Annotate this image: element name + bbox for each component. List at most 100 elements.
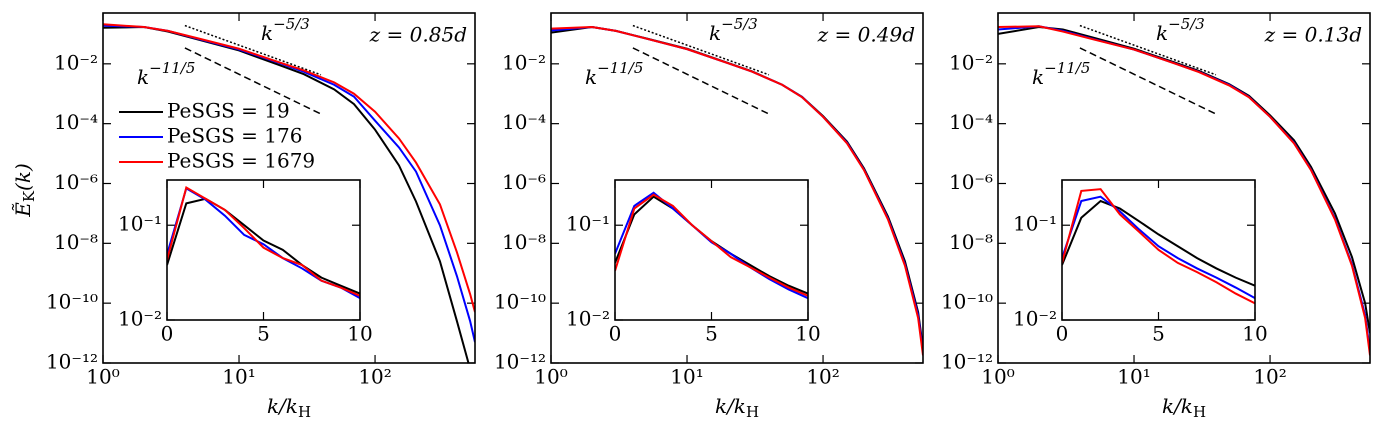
plot-area — [167, 185, 360, 300]
x-axis-label-sub: H — [298, 403, 311, 421]
plot-background — [167, 180, 360, 320]
y-tick-label: 10⁻¹⁰ — [494, 290, 546, 314]
x-tick-label: 10 — [795, 322, 820, 346]
y-tick-label: 10⁻⁸ — [502, 230, 546, 254]
reference-label-base: k — [1032, 65, 1044, 89]
panel-annotation: z = 0.49d — [817, 23, 915, 47]
axes-frame — [1061, 179, 1256, 321]
reference-line — [1079, 47, 1217, 115]
series-line — [551, 26, 923, 356]
axes-frame — [550, 12, 924, 364]
x-tick-label: 10⁰ — [534, 365, 567, 389]
y-axis-label-sub: K — [20, 190, 38, 202]
series-line — [167, 197, 360, 295]
reference-label-base: k — [709, 21, 721, 45]
reference-label-base: k — [1156, 21, 1168, 45]
x-axis-label-main: k/k — [267, 394, 298, 418]
y-tick-label: 10⁻⁴ — [54, 110, 98, 134]
x-tick-label: 10¹ — [1117, 365, 1150, 389]
x-tick-label: 10⁰ — [981, 365, 1014, 389]
y-tick-label: 10⁻⁶ — [502, 170, 546, 194]
y-tick-label: 10⁻¹² — [941, 350, 993, 374]
reference-line — [184, 24, 322, 76]
x-tick-label: 10¹ — [670, 365, 703, 389]
y-tick-label: 10⁻¹ — [118, 212, 162, 236]
x-axis-label: k/kH — [715, 394, 759, 422]
x-tick-label: 0 — [609, 322, 622, 346]
y-tick-label: 10⁻² — [566, 307, 610, 331]
plot-area — [1062, 188, 1255, 305]
y-tick-label: 10⁻¹⁰ — [46, 290, 98, 314]
y-tick-label: 10⁻² — [54, 50, 98, 74]
y-tick-label: 10⁻¹² — [494, 350, 546, 374]
series-line — [998, 25, 1370, 356]
reference-label: k−11/5 — [585, 59, 643, 89]
reference-label-exp: −11/5 — [597, 59, 643, 77]
legend-label: PeSGS = 19 — [167, 99, 290, 123]
plot-area — [615, 191, 808, 300]
series-line — [103, 23, 475, 313]
series-line — [1062, 188, 1255, 305]
x-axis-label: k/kH — [267, 394, 311, 422]
reference-line — [1079, 24, 1217, 76]
reference-label: k−11/5 — [1032, 59, 1090, 89]
axes-frame — [102, 12, 476, 364]
x-tick-label: 0 — [161, 322, 174, 346]
y-axis-label-main: Ẽ — [11, 202, 35, 218]
reference-label-base: k — [585, 65, 597, 89]
y-tick-label: 10⁻⁸ — [54, 230, 98, 254]
x-axis-label: k/kH — [1162, 394, 1206, 422]
y-tick-label: 10⁻¹ — [1013, 212, 1057, 236]
y-tick-label: 10⁻² — [1013, 307, 1057, 331]
x-tick-label: 0 — [1056, 322, 1069, 346]
axes-frame — [997, 12, 1371, 364]
y-tick-label: 10⁻¹ — [566, 212, 610, 236]
x-axis-label-sub: H — [1193, 403, 1206, 421]
reference-label-base: k — [261, 21, 273, 45]
reference-label-exp: −5/3 — [721, 15, 758, 33]
reference-label: k−5/3 — [1156, 15, 1205, 45]
series-line — [1062, 195, 1255, 300]
y-tick-label: 10⁻² — [502, 50, 546, 74]
reference-label-exp: −5/3 — [1168, 15, 1205, 33]
series-line — [1062, 199, 1255, 287]
x-tick-label: 10² — [358, 365, 391, 389]
x-axis-label-main: k/k — [715, 394, 746, 418]
x-tick-label: 10² — [806, 365, 839, 389]
reference-line — [632, 47, 770, 115]
legend-label: PeSGS = 1679 — [167, 149, 315, 173]
reference-line — [632, 24, 770, 76]
plot-area — [998, 24, 1370, 356]
y-tick-label: 10⁻⁸ — [949, 230, 993, 254]
reference-label: k−5/3 — [261, 15, 310, 45]
reference-label-exp: −5/3 — [273, 15, 310, 33]
y-tick-label: 10⁻⁶ — [54, 170, 98, 194]
series-line — [615, 193, 808, 297]
y-tick-label: 10⁻¹² — [46, 350, 98, 374]
axes-frame — [614, 179, 809, 321]
y-tick-label: 10⁻⁴ — [502, 110, 546, 134]
plot-area — [551, 24, 923, 356]
plot-area — [103, 23, 475, 363]
reference-label: k−5/3 — [709, 15, 758, 45]
series-line — [167, 185, 360, 297]
axes-frame — [166, 179, 361, 321]
x-tick-label: 5 — [1152, 322, 1165, 346]
y-tick-label: 10⁻¹⁰ — [941, 290, 993, 314]
y-tick-label: 10⁻² — [949, 50, 993, 74]
x-tick-label: 10¹ — [222, 365, 255, 389]
reference-label-base: k — [137, 65, 149, 89]
y-tick-label: 10⁻² — [118, 307, 162, 331]
panel-annotation: z = 0.85d — [369, 23, 467, 47]
reference-label: k−11/5 — [137, 59, 195, 89]
reference-label-exp: −11/5 — [1044, 59, 1090, 77]
x-axis-label-main: k/k — [1162, 394, 1193, 418]
x-tick-label: 10² — [1253, 365, 1286, 389]
x-tick-label: 10 — [347, 322, 372, 346]
y-tick-label: 10⁻⁴ — [949, 110, 993, 134]
y-tick-label: 10⁻⁶ — [949, 170, 993, 194]
x-tick-label: 10⁰ — [86, 365, 119, 389]
reference-line — [184, 47, 322, 115]
legend-label: PeSGS = 176 — [167, 124, 302, 148]
